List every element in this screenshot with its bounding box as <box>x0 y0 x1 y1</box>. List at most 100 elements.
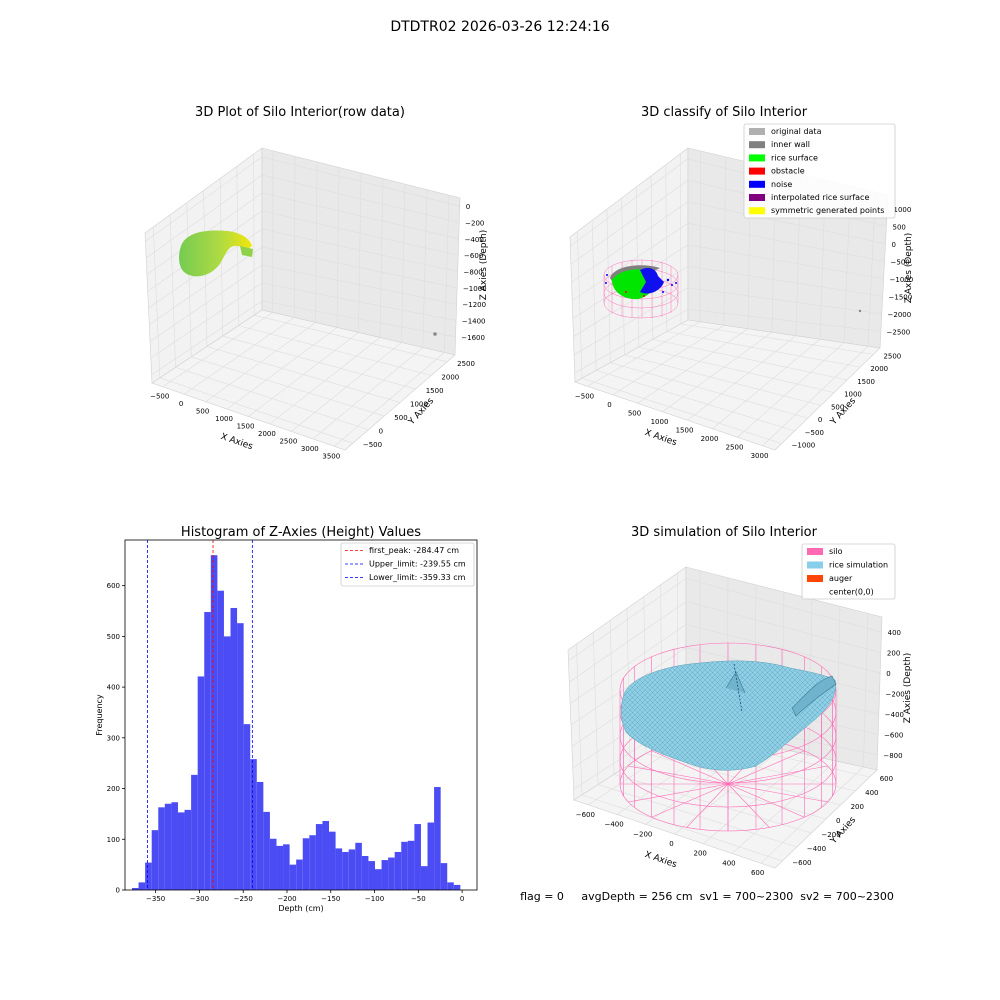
simulation-3d-silo-floor-spoke <box>686 783 729 828</box>
classify-3d-legend-swatch <box>749 207 765 215</box>
histogram-bar <box>414 824 421 890</box>
simulation-3d-y-tick-label: 200 <box>851 803 864 811</box>
histogram-x-tick-label: 0 <box>460 895 464 903</box>
simulation-3d-rice-surface <box>621 660 836 771</box>
classify-3d-y-tick-label: −500 <box>805 429 824 437</box>
status-line: flag = 0 avgDepth = 256 cm sv1 = 700~230… <box>520 890 894 903</box>
classify-3d-legend-swatch <box>749 141 765 149</box>
classify-3d-x-tick-label: 1000 <box>651 418 669 426</box>
histogram-bar <box>263 811 270 890</box>
simulation-3d-panel: 3D simulation of Silo Interior X Axies Y… <box>567 525 913 877</box>
classify-3d-z-tick-label: 0 <box>892 241 896 249</box>
raw-3d-x-tick-label: 3500 <box>322 452 340 460</box>
histogram-bar <box>342 851 349 890</box>
histogram-bar <box>453 884 461 890</box>
classify-3d-gridlines <box>570 150 888 446</box>
histogram-bars <box>132 555 461 890</box>
simulation-3d-silo-floor-spoke <box>727 765 828 785</box>
histogram-bar <box>145 862 152 890</box>
classify-3d-y-tick-label: 1000 <box>844 391 862 399</box>
histogram-bar <box>138 882 146 890</box>
histogram-legend-box <box>340 542 475 587</box>
histogram-bar <box>204 612 211 890</box>
raw-3d-x-tick-label: 1000 <box>215 415 233 423</box>
classify-3d-legend-label: obstacle <box>771 167 805 176</box>
histogram-x-tick-label: −100 <box>365 895 384 903</box>
histogram-y-tick-label: 100 <box>107 836 120 844</box>
raw-3d-panel: 3D Plot of Silo Interior(row data) X Axi… <box>144 105 489 460</box>
classify-3d-y-tick-label: 2500 <box>883 352 901 360</box>
classify-3d-ylabel: Y Axies <box>828 396 858 428</box>
histogram-ylabel: Frequency <box>95 694 104 736</box>
histogram-plot-frame <box>124 539 478 891</box>
classify-3d-legend-label: symmetric generated points <box>771 206 884 215</box>
histogram-bar <box>388 857 395 890</box>
classify-3d-noise-points <box>640 268 664 294</box>
histogram-legend-label: Upper_limit: -239.55 cm <box>369 560 466 569</box>
simulation-3d-y-tick-label: 0 <box>836 817 840 825</box>
histogram-ticks: −350 −300 −250 −200 −150 −100 −50 0 0 100 200 300 40… <box>107 582 465 903</box>
histogram-bar <box>230 607 238 890</box>
simulation-3d-y-tick-label: 600 <box>880 775 893 783</box>
classify-3d-z-tick-label: −1500 <box>889 293 913 301</box>
classify-3d-z-tick-label: −2000 <box>888 311 912 319</box>
simulation-3d-xlabel: X Axies <box>643 850 678 870</box>
histogram-bar <box>171 802 178 890</box>
histogram-y-tick-label: 200 <box>107 785 120 793</box>
raw-3d-y-tick-label: 1500 <box>426 387 444 395</box>
classify-3d-z-tick-label: −1000 <box>890 276 914 284</box>
simulation-3d-silo-floor-spoke <box>628 783 729 803</box>
histogram-threshold-lines <box>147 540 253 890</box>
classify-3d-noise-scatter <box>605 274 677 293</box>
raw-3d-y-tick-label: 2500 <box>457 360 475 368</box>
simulation-3d-x-tick-label: 200 <box>694 850 707 858</box>
histogram-bar <box>289 864 297 890</box>
raw-3d-x-tick-label: 500 <box>196 408 209 416</box>
classify-3d-x-tick-label: 0 <box>607 401 611 409</box>
simulation-3d-x-tick-label: 400 <box>722 859 735 867</box>
classify-3d-legend-swatch <box>749 154 765 162</box>
histogram-y-tick-label: 300 <box>107 734 120 742</box>
simulation-3d-x-tick-label: −200 <box>633 830 652 838</box>
raw-3d-y-tick-label: 2000 <box>441 373 459 381</box>
raw-3d-z-tick-label: −600 <box>464 252 483 260</box>
histogram-x-tick-label: −300 <box>190 895 209 903</box>
classify-3d-xlabel: X Axies <box>643 428 678 448</box>
simulation-3d-legend-swatch <box>807 561 823 569</box>
histogram-bar <box>434 787 441 890</box>
simulation-3d-y-tick-label: −600 <box>792 859 811 867</box>
classify-3d-legend: original data inner wall rice surface obsta… <box>743 123 896 219</box>
histogram-bar <box>184 809 192 890</box>
classify-3d-panel: 3D classify of Silo Interior X Axies <box>569 105 914 460</box>
classify-3d-x-tick-label: 2000 <box>701 435 719 443</box>
simulation-3d-auger-line <box>733 663 743 713</box>
histogram-x-tick-label: −250 <box>234 895 253 903</box>
histogram-bar <box>177 812 185 890</box>
histogram-bar <box>132 887 139 890</box>
histogram-x-tick-label: −50 <box>411 895 426 903</box>
classify-3d-zlabel: Z Axies (Depth) <box>904 233 914 304</box>
raw-3d-floor-pane <box>151 309 456 451</box>
classify-3d-y-tick-label: 0 <box>818 416 822 424</box>
histogram-bar <box>302 838 310 890</box>
histogram-bar <box>361 856 369 890</box>
histogram-title: Histogram of Z-Axies (Height) Values <box>181 525 421 540</box>
simulation-3d-z-tick-label: 0 <box>886 670 890 678</box>
raw-3d-z-tick-label: −1600 <box>461 334 485 342</box>
raw-3d-y-tick-label: 500 <box>394 414 407 422</box>
classify-3d-z-tick-label: 500 <box>893 223 906 231</box>
classify-3d-x-tick-label: 500 <box>628 409 641 417</box>
simulation-3d-z-tick-label: −200 <box>886 691 905 699</box>
classify-3d-obstacle-points <box>625 291 645 297</box>
histogram-bar <box>355 842 362 890</box>
raw-3d-x-tick-label: 1500 <box>237 423 255 431</box>
raw-3d-x-tick-label: 2000 <box>258 430 276 438</box>
classify-3d-z-tick-label: −500 <box>891 258 910 266</box>
raw-3d-z-tick-label: −400 <box>465 236 484 244</box>
simulation-3d-legend-label: silo <box>829 547 843 556</box>
histogram-y-tick-label: 500 <box>107 633 120 641</box>
simulation-3d-silo-floor-spoke <box>727 750 805 785</box>
simulation-3d-title: 3D simulation of Silo Interior <box>631 525 818 540</box>
simulation-3d-y-tick-label: −200 <box>821 831 840 839</box>
